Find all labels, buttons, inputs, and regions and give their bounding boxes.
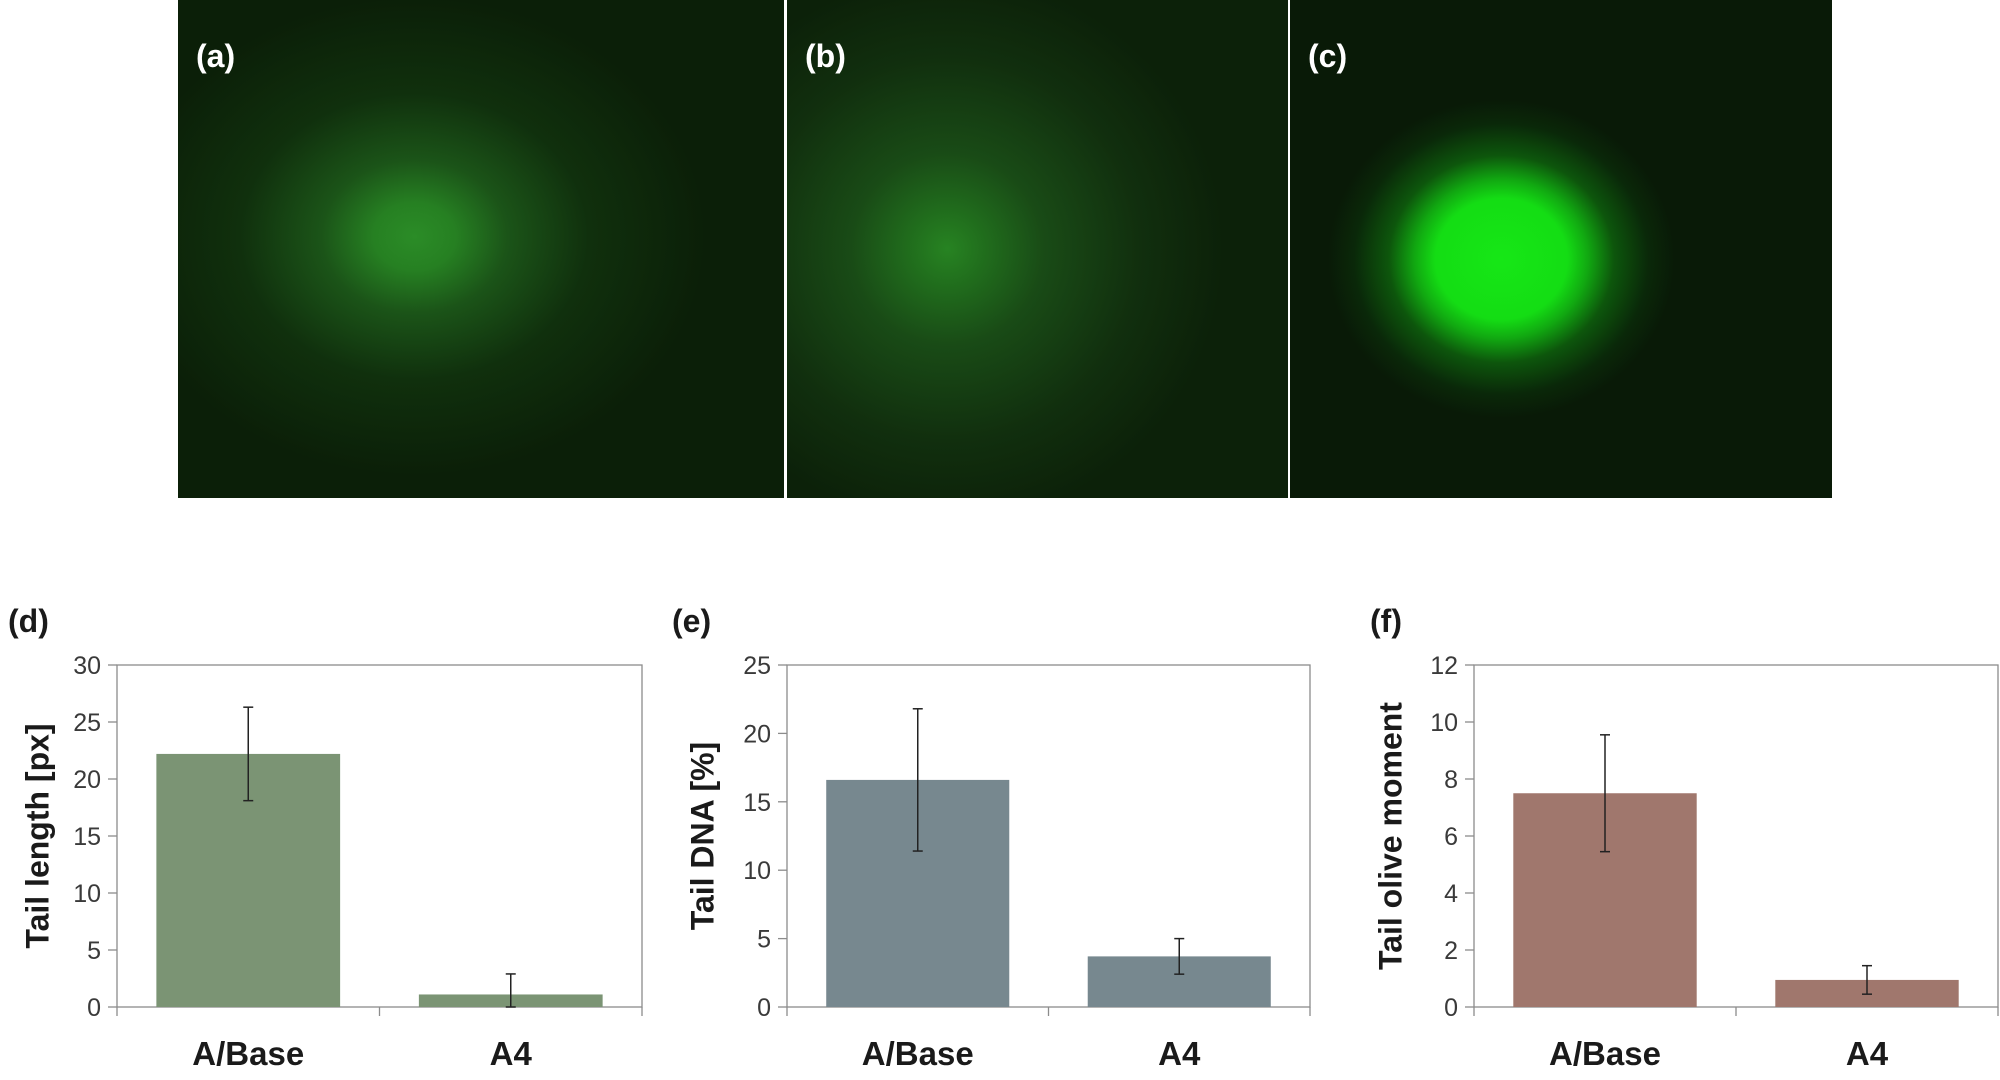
category-label: A4	[1846, 1035, 1889, 1072]
micrograph-c: (c)	[1290, 0, 1832, 498]
micrograph-a-image	[178, 0, 784, 498]
y-tick-label: 6	[1444, 823, 1458, 851]
y-tick-label: 0	[757, 994, 771, 1022]
y-tick-label: 12	[1430, 652, 1458, 680]
panel-label: (f)	[1370, 603, 1402, 639]
y-tick-label: 15	[743, 789, 771, 817]
y-tick-label: 10	[1430, 709, 1458, 737]
y-tick-label: 30	[73, 652, 101, 680]
category-label: A4	[1158, 1035, 1201, 1072]
y-tick-label: 8	[1444, 766, 1458, 794]
panel-label-b: (b)	[805, 38, 846, 74]
y-tick-label: 0	[1444, 994, 1458, 1022]
y-tick-label: 25	[743, 652, 771, 680]
y-tick-label: 2	[1444, 937, 1458, 965]
micrograph-b-image	[787, 0, 1288, 498]
panel-label-c: (c)	[1308, 38, 1348, 74]
y-tick-label: 20	[743, 720, 771, 748]
panel-label: (e)	[672, 603, 711, 639]
y-axis-label: Tail olive moment	[1372, 702, 1408, 970]
y-tick-label: 10	[743, 857, 771, 885]
y-tick-label: 10	[73, 880, 101, 908]
y-axis-label: Tail length [px]	[19, 723, 55, 948]
micrograph-b: (b)	[787, 0, 1288, 498]
y-tick-label: 4	[1444, 880, 1458, 908]
y-tick-label: 15	[73, 823, 101, 851]
y-tick-label: 20	[73, 766, 101, 794]
micrograph-c-image	[1290, 0, 1832, 498]
y-tick-label: 5	[757, 926, 771, 954]
category-label: A/Base	[192, 1035, 304, 1072]
y-axis-label: Tail DNA [%]	[684, 742, 720, 930]
y-tick-label: 0	[87, 994, 101, 1022]
micrograph-a: (a)	[178, 0, 784, 498]
y-tick-label: 5	[87, 937, 101, 965]
y-tick-label: 25	[73, 709, 101, 737]
category-label: A4	[490, 1035, 533, 1072]
category-label: A/Base	[1549, 1035, 1661, 1072]
panel-label: (d)	[8, 603, 49, 639]
panel-label-a: (a)	[196, 38, 236, 74]
category-label: A/Base	[862, 1035, 974, 1072]
